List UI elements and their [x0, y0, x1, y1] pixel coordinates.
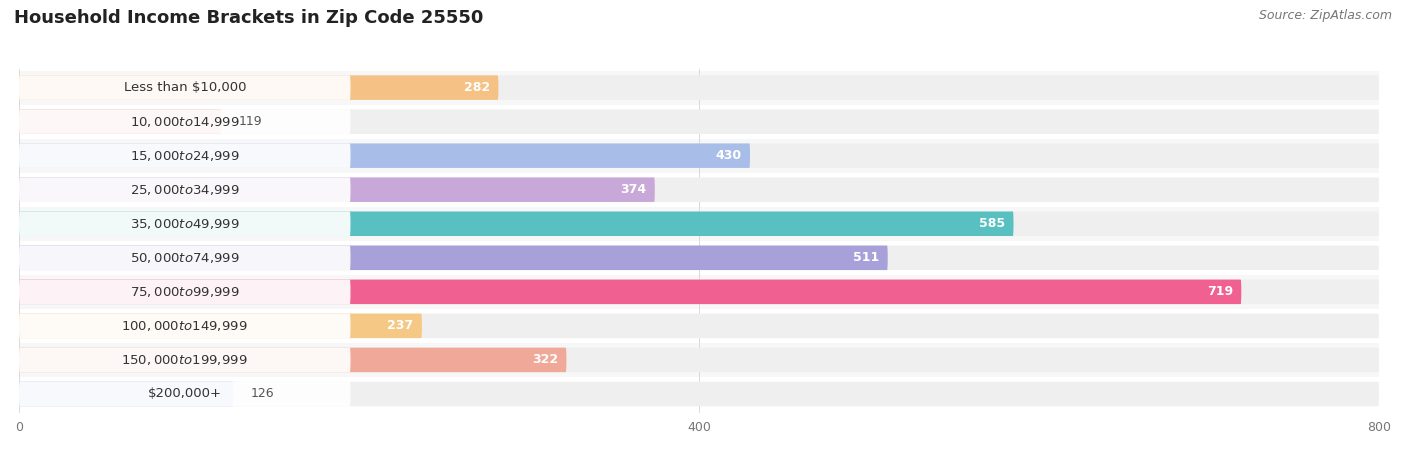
- Text: $50,000 to $74,999: $50,000 to $74,999: [129, 251, 239, 265]
- FancyBboxPatch shape: [20, 139, 1379, 173]
- FancyBboxPatch shape: [20, 280, 350, 304]
- Text: $10,000 to $14,999: $10,000 to $14,999: [129, 114, 239, 129]
- FancyBboxPatch shape: [20, 382, 350, 406]
- Text: Less than $10,000: Less than $10,000: [124, 81, 246, 94]
- FancyBboxPatch shape: [20, 75, 350, 100]
- Text: $35,000 to $49,999: $35,000 to $49,999: [129, 217, 239, 231]
- FancyBboxPatch shape: [20, 211, 350, 236]
- Text: 322: 322: [531, 353, 558, 366]
- FancyBboxPatch shape: [20, 75, 498, 100]
- Text: 374: 374: [620, 183, 647, 196]
- FancyBboxPatch shape: [20, 313, 1379, 338]
- FancyBboxPatch shape: [20, 177, 350, 202]
- FancyBboxPatch shape: [20, 110, 221, 134]
- Text: $25,000 to $34,999: $25,000 to $34,999: [129, 183, 239, 197]
- FancyBboxPatch shape: [20, 110, 350, 134]
- Text: 585: 585: [979, 217, 1005, 230]
- FancyBboxPatch shape: [20, 280, 1379, 304]
- FancyBboxPatch shape: [20, 70, 1379, 105]
- FancyBboxPatch shape: [20, 241, 1379, 275]
- Text: Source: ZipAtlas.com: Source: ZipAtlas.com: [1258, 9, 1392, 22]
- Text: 126: 126: [250, 387, 274, 401]
- FancyBboxPatch shape: [20, 211, 1379, 236]
- FancyBboxPatch shape: [20, 143, 1379, 168]
- Text: 719: 719: [1206, 285, 1233, 298]
- FancyBboxPatch shape: [20, 246, 350, 270]
- FancyBboxPatch shape: [20, 313, 422, 338]
- Text: $15,000 to $24,999: $15,000 to $24,999: [129, 149, 239, 163]
- Text: $200,000+: $200,000+: [148, 387, 222, 401]
- FancyBboxPatch shape: [20, 211, 1014, 236]
- Text: 511: 511: [853, 251, 879, 264]
- FancyBboxPatch shape: [20, 143, 350, 168]
- FancyBboxPatch shape: [20, 173, 1379, 207]
- FancyBboxPatch shape: [20, 382, 233, 406]
- FancyBboxPatch shape: [20, 377, 1379, 411]
- FancyBboxPatch shape: [20, 309, 1379, 343]
- FancyBboxPatch shape: [20, 348, 1379, 372]
- FancyBboxPatch shape: [20, 313, 350, 338]
- FancyBboxPatch shape: [20, 75, 1379, 100]
- FancyBboxPatch shape: [20, 343, 1379, 377]
- Text: 430: 430: [716, 149, 741, 162]
- FancyBboxPatch shape: [20, 177, 1379, 202]
- FancyBboxPatch shape: [20, 207, 1379, 241]
- Text: 119: 119: [238, 115, 262, 128]
- FancyBboxPatch shape: [20, 143, 749, 168]
- FancyBboxPatch shape: [20, 275, 1379, 309]
- FancyBboxPatch shape: [20, 382, 1379, 406]
- Text: Household Income Brackets in Zip Code 25550: Household Income Brackets in Zip Code 25…: [14, 9, 484, 27]
- FancyBboxPatch shape: [20, 348, 350, 372]
- Text: $75,000 to $99,999: $75,000 to $99,999: [129, 285, 239, 299]
- FancyBboxPatch shape: [20, 246, 1379, 270]
- FancyBboxPatch shape: [20, 246, 887, 270]
- FancyBboxPatch shape: [20, 177, 655, 202]
- Text: $150,000 to $199,999: $150,000 to $199,999: [121, 353, 247, 367]
- FancyBboxPatch shape: [20, 110, 1379, 134]
- Text: 237: 237: [387, 319, 413, 332]
- FancyBboxPatch shape: [20, 348, 567, 372]
- FancyBboxPatch shape: [20, 105, 1379, 139]
- Text: $100,000 to $149,999: $100,000 to $149,999: [121, 319, 247, 333]
- FancyBboxPatch shape: [20, 280, 1241, 304]
- Text: 282: 282: [464, 81, 489, 94]
